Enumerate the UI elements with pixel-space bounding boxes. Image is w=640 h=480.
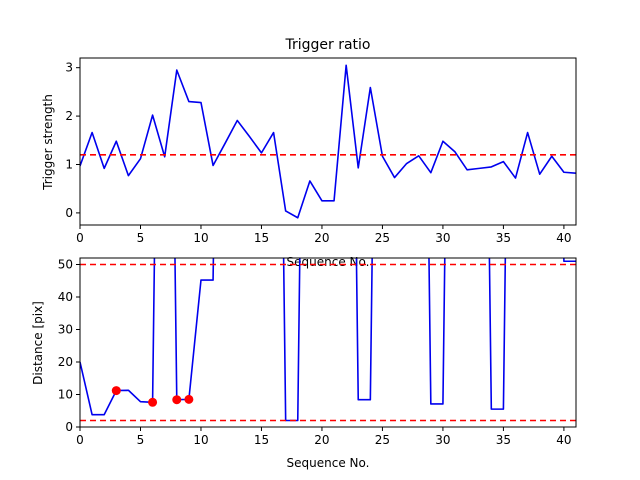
x-tick-label: 0 — [76, 231, 84, 245]
data-point-marker — [172, 395, 182, 405]
series-line — [80, 64, 576, 219]
distance-panel: 0 5 10 15 20 25 30 35 40 0 10 20 30 40 50 Distance [pi… — [31, 257, 577, 470]
x-tick-label: 25 — [375, 433, 390, 447]
y-axis-label: Distance [pix] — [31, 301, 45, 385]
y-tick-label: 10 — [58, 388, 73, 402]
x-tick-label: 5 — [137, 433, 145, 447]
y-tick-label: 2 — [65, 109, 73, 123]
series-line — [80, 258, 576, 422]
x-tick-label: 15 — [254, 231, 269, 245]
x-tick-label: 30 — [435, 231, 450, 245]
chart-title: Trigger ratio — [284, 37, 370, 53]
x-tick-label: 40 — [556, 231, 571, 245]
x-tick-label: 0 — [76, 433, 84, 447]
data-point-marker — [111, 386, 121, 396]
x-tick-label: 10 — [193, 231, 208, 245]
x-tick-label: 20 — [314, 433, 329, 447]
y-tick-label: 3 — [65, 61, 73, 75]
y-tick-label: 40 — [58, 290, 73, 304]
plot-frame — [79, 57, 577, 226]
x-tick-label: 35 — [496, 433, 511, 447]
x-tick-label: 25 — [375, 231, 390, 245]
trigger-ratio-panel: Trigger ratio Trigger strength Sequence … — [41, 37, 577, 269]
x-tick-label: 10 — [193, 433, 208, 447]
x-tick-label: 30 — [435, 433, 450, 447]
data-point-marker — [184, 394, 194, 404]
data-point-marker — [148, 397, 158, 407]
y-tick-label: 1 — [65, 157, 73, 171]
x-tick-label: 20 — [314, 231, 329, 245]
y-tick-label: 30 — [58, 323, 73, 337]
y-tick-label: 50 — [58, 258, 73, 272]
x-tick-label: 40 — [556, 433, 571, 447]
plot-frame — [79, 257, 577, 428]
x-axis-label: Sequence No. — [287, 456, 370, 470]
y-tick-label: 20 — [58, 355, 73, 369]
x-tick-label: 5 — [137, 231, 145, 245]
x-tick-label: 15 — [254, 433, 269, 447]
x-tick-label: 35 — [496, 231, 511, 245]
y-axis-label: Trigger strength — [41, 94, 55, 191]
y-tick-label: 0 — [65, 420, 73, 434]
y-tick-label: 0 — [65, 206, 73, 220]
